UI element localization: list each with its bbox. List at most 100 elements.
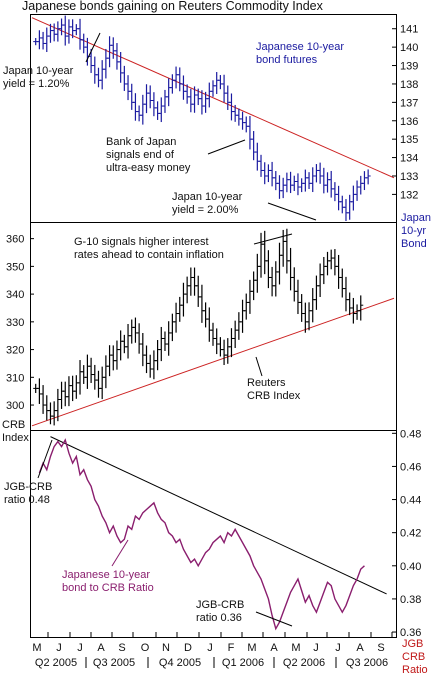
price-bar: [103, 48, 109, 79]
price-bar: [247, 116, 253, 150]
annotation-g10-pointer: [253, 233, 293, 245]
ratio-line: [38, 438, 365, 631]
price-bar: [169, 74, 175, 94]
y-tick-label: 340: [6, 289, 24, 301]
price-bar: [302, 169, 308, 192]
price-bar: [295, 279, 301, 315]
price-bar: [40, 385, 46, 414]
annotation-crb-index-pointer: [255, 356, 263, 377]
price-bar: [354, 180, 360, 201]
price-bar: [136, 323, 142, 354]
crb-tick-labels: 300 310 320 330 340 350 360: [6, 234, 34, 412]
annotation-crb-index: CRB Index: [247, 390, 301, 402]
price-bar: [262, 162, 268, 185]
bond-price-bars: [33, 15, 371, 222]
price-bar: [199, 284, 205, 323]
price-bar: [210, 80, 216, 97]
price-bar: [325, 172, 331, 193]
annotation-boj: ultra-easy money: [106, 162, 191, 174]
annotation-boj-pointer: [207, 139, 246, 155]
price-bar: [306, 172, 312, 189]
ratio-line-group: [38, 438, 365, 631]
price-bar: [347, 292, 353, 316]
price-bar: [265, 250, 271, 289]
bond-trendline-group: [31, 17, 395, 179]
price-bar: [302, 302, 308, 333]
price-bar: [339, 268, 345, 298]
x-month-label: M: [291, 642, 300, 654]
price-bar: [92, 364, 98, 390]
price-bar: [144, 84, 150, 114]
price-bar: [321, 167, 327, 194]
price-bar: [299, 178, 305, 193]
price-bar: [210, 322, 216, 346]
price-bar: [228, 328, 234, 358]
price-bar: [136, 105, 142, 122]
annotation-yield-2-00-pointer: [267, 202, 317, 221]
price-bar: [328, 249, 334, 270]
ratio-trendline-group: [50, 436, 387, 595]
price-bar: [276, 175, 282, 199]
price-bar: [328, 170, 334, 198]
price-bar: [125, 324, 131, 359]
price-bar: [88, 357, 94, 383]
annotation-ratio-label: Japanese 10-year: [62, 569, 150, 581]
price-bar: [147, 85, 153, 109]
trendline: [31, 297, 395, 427]
price-bar: [188, 88, 194, 113]
x-month-label: S: [118, 642, 125, 654]
price-bar: [81, 365, 87, 384]
price-bar: [214, 72, 220, 95]
x-quarter-label: Q2 2006: [283, 657, 325, 669]
price-bar: [336, 254, 342, 289]
y-tick-label: 0.40: [400, 561, 421, 573]
price-bar: [62, 15, 68, 46]
annotation-bond-futures: bond futures: [256, 54, 318, 66]
x-month-label: D: [184, 642, 192, 654]
price-bar: [236, 312, 242, 340]
price-bar: [144, 345, 150, 374]
price-bar: [313, 275, 319, 310]
annotation-yield-1-20: yield = 1.20%: [3, 78, 70, 90]
price-bar: [317, 263, 323, 297]
price-bar: [70, 375, 76, 402]
y-tick-label: 320: [6, 345, 24, 357]
y-tick-label: 0.36: [400, 627, 421, 639]
price-bar: [269, 161, 275, 187]
price-bar: [217, 337, 223, 357]
y-tick-label: 350: [6, 261, 24, 273]
price-bar: [358, 175, 364, 195]
price-bar: [81, 33, 87, 54]
price-bar: [262, 230, 268, 275]
panel-ratio-frame: [30, 430, 397, 638]
price-bar: [299, 294, 305, 322]
price-bar: [188, 267, 194, 296]
price-bar: [236, 108, 242, 126]
price-bar: [173, 66, 179, 89]
price-bar: [132, 93, 138, 121]
y-tick-label: 140: [400, 42, 418, 54]
y-tick-label: 0.44: [400, 495, 421, 507]
price-bar: [276, 242, 282, 285]
price-bar: [155, 101, 161, 120]
annotation-bond-futures: Japanese 10-year: [256, 41, 344, 53]
price-bar: [361, 171, 367, 191]
annotation-crb-index: Reuters: [247, 377, 286, 389]
price-bar: [310, 167, 316, 193]
price-bar: [284, 172, 290, 193]
price-bar: [140, 94, 146, 125]
y-tick-label: 141: [400, 24, 418, 36]
price-bar: [169, 313, 175, 342]
price-bar: [173, 302, 179, 333]
price-bar: [206, 307, 212, 342]
price-bar: [151, 350, 157, 380]
price-bar: [217, 75, 223, 90]
price-bar: [243, 116, 249, 133]
price-bar: [180, 75, 186, 100]
y-tick-label: 136: [400, 116, 418, 128]
price-bar: [155, 340, 161, 371]
x-month-label: F: [228, 642, 235, 654]
x-month-label: J: [313, 642, 319, 654]
bond-tick-labels: 132 133 134 135 136 137 138 139 140 141: [392, 24, 418, 201]
